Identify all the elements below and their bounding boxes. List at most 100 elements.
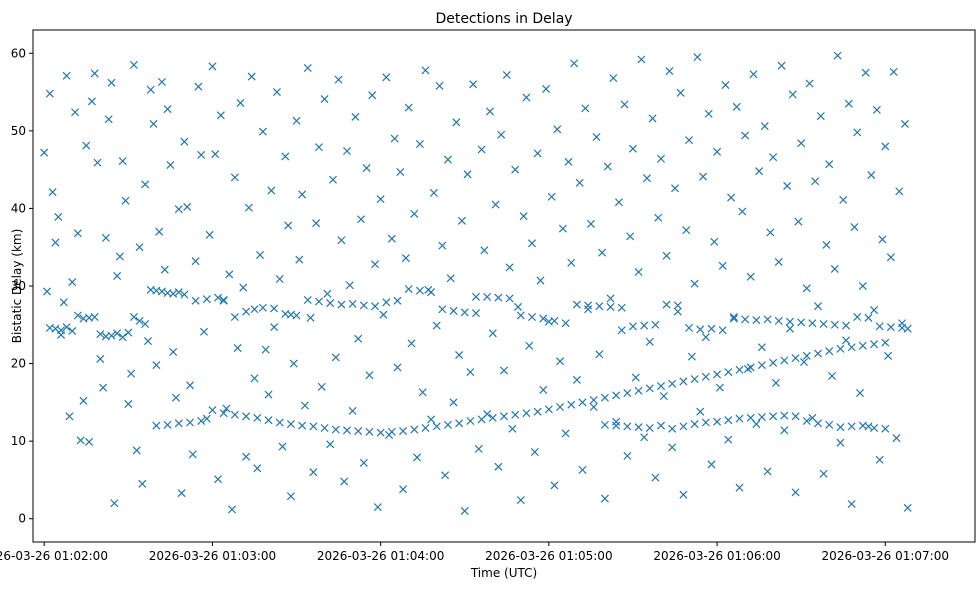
data-point-x-marker — [418, 388, 427, 397]
data-point-x-marker — [191, 257, 200, 266]
data-point-x-marker — [298, 421, 307, 430]
data-point-x-marker — [623, 389, 632, 398]
data-point-x-marker — [718, 326, 727, 335]
data-point-x-marker — [589, 402, 598, 412]
data-point-x-marker — [429, 188, 438, 197]
data-point-x-marker — [68, 326, 77, 336]
data-point-x-marker — [830, 320, 839, 329]
data-point-x-marker — [292, 116, 301, 125]
data-point-x-marker — [258, 127, 267, 136]
data-point-x-marker — [511, 165, 520, 174]
data-point-x-marker — [900, 119, 909, 128]
data-point-x-marker — [718, 261, 727, 270]
data-point-x-marker — [317, 382, 326, 391]
data-point-x-marker — [614, 198, 623, 207]
x-tick-label: 2026-03-26 01:05:00 — [485, 549, 612, 563]
data-point-x-marker — [617, 326, 626, 335]
data-point-x-marker — [572, 375, 581, 384]
data-point-x-marker — [286, 492, 295, 501]
data-point-x-marker — [278, 442, 287, 451]
data-point-x-marker — [62, 323, 71, 332]
data-point-x-marker — [177, 489, 186, 498]
data-point-x-marker — [494, 293, 503, 302]
data-point-x-marker — [606, 294, 615, 303]
data-point-x-marker — [844, 99, 853, 108]
data-point-x-marker — [511, 410, 520, 419]
data-point-x-marker — [362, 164, 371, 173]
data-point-x-marker — [741, 131, 750, 140]
data-point-x-marker — [441, 471, 450, 480]
data-point-x-marker — [216, 111, 225, 120]
data-point-x-marker — [836, 438, 845, 447]
data-point-x-marker — [690, 420, 699, 429]
data-point-x-marker — [634, 268, 643, 277]
data-point-x-marker — [763, 467, 772, 476]
data-point-x-marker — [827, 371, 837, 381]
data-point-x-marker — [460, 506, 469, 515]
data-point-x-marker — [390, 134, 399, 143]
data-point-x-marker — [258, 303, 267, 312]
data-point-x-marker — [612, 391, 621, 400]
data-point-x-marker — [822, 240, 831, 249]
data-point-x-marker — [794, 217, 803, 226]
data-point-x-marker — [791, 488, 800, 497]
data-point-x-marker — [253, 464, 262, 473]
data-point-x-marker — [808, 319, 817, 328]
data-point-x-marker — [679, 422, 688, 431]
data-point-x-marker — [331, 425, 340, 434]
data-point-x-marker — [65, 412, 74, 421]
data-point-x-marker — [769, 412, 778, 421]
data-point-x-marker — [121, 196, 130, 205]
data-point-x-marker — [505, 294, 514, 303]
data-point-x-marker — [438, 305, 447, 314]
data-point-x-marker — [138, 479, 147, 488]
data-point-x-marker — [219, 296, 228, 305]
data-point-x-marker — [326, 299, 335, 308]
data-point-x-marker — [819, 469, 828, 478]
data-point-x-marker — [261, 345, 270, 354]
data-point-x-marker — [668, 443, 677, 452]
y-tick-label: 10 — [11, 434, 26, 448]
data-point-x-marker — [771, 378, 780, 387]
data-point-x-marker — [371, 260, 380, 269]
data-point-x-marker — [752, 316, 761, 325]
y-tick-label: 30 — [11, 279, 26, 293]
data-point-x-marker — [738, 207, 747, 216]
data-point-x-marker — [847, 422, 856, 431]
data-point-x-marker — [199, 327, 209, 336]
data-point-x-marker — [825, 160, 834, 169]
data-point-x-marker — [884, 351, 893, 360]
data-point-x-marker — [729, 314, 738, 323]
data-point-x-marker — [289, 359, 298, 368]
x-axis-ticks: 2026-03-26 01:02:00 2026-03-26 01:03:00 20… — [0, 542, 949, 563]
data-point-x-marker — [230, 173, 239, 182]
data-point-x-marker — [609, 74, 618, 83]
data-point-x-marker — [267, 186, 276, 195]
data-point-x-marker — [881, 424, 890, 433]
data-point-x-marker — [679, 490, 688, 499]
data-point-x-marker — [528, 239, 537, 248]
data-point-x-marker — [171, 393, 181, 402]
data-point-x-marker — [670, 184, 680, 193]
data-point-x-marker — [225, 270, 234, 279]
data-point-x-marker — [892, 434, 901, 443]
data-point-x-marker — [365, 371, 374, 380]
data-point-x-marker — [550, 481, 559, 490]
data-point-x-marker — [244, 203, 253, 212]
data-point-x-marker — [808, 413, 817, 422]
data-point-x-marker — [275, 418, 284, 427]
data-point-x-marker — [578, 465, 587, 474]
data-point-x-marker — [757, 343, 766, 352]
data-point-x-marker — [735, 365, 744, 374]
data-point-x-marker — [73, 229, 82, 238]
data-point-x-marker — [561, 429, 570, 438]
data-point-x-marker — [197, 416, 206, 426]
data-point-x-marker — [570, 59, 579, 68]
data-point-x-marker — [640, 321, 649, 330]
data-point-x-marker — [645, 384, 654, 393]
data-point-x-marker — [769, 153, 778, 162]
data-point-x-marker — [600, 494, 609, 503]
data-point-x-marker — [488, 413, 497, 422]
data-point-x-marker — [242, 452, 251, 461]
